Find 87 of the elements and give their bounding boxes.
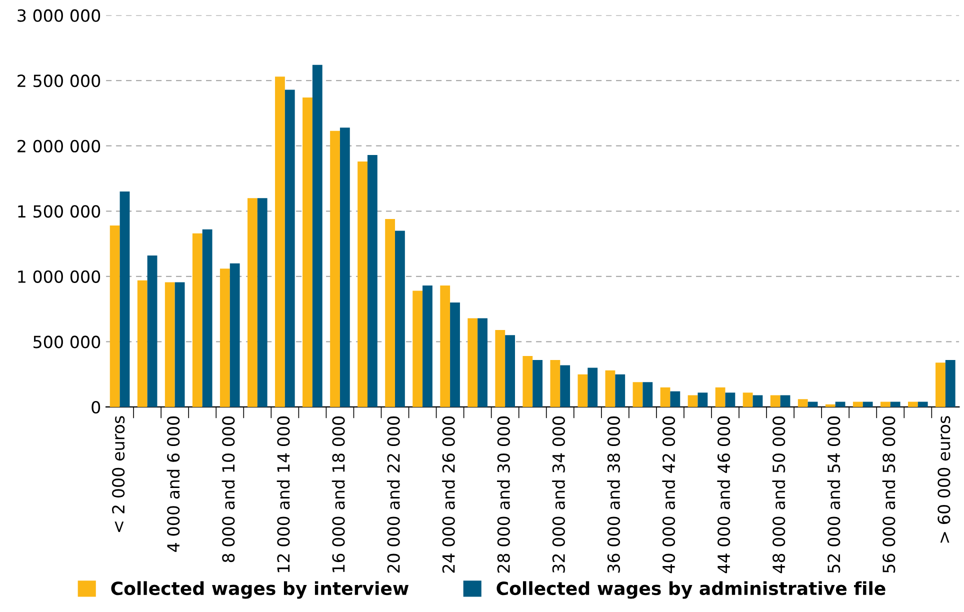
bar <box>137 280 148 407</box>
bar <box>725 392 736 407</box>
bar <box>340 128 350 407</box>
bar <box>275 76 285 407</box>
bar <box>330 130 340 407</box>
bar <box>395 230 405 407</box>
bar <box>120 192 130 407</box>
bar <box>202 229 212 407</box>
x-tick-label: < 2 000 euros <box>112 416 125 532</box>
bar <box>825 404 836 407</box>
bar <box>615 374 626 407</box>
bar <box>247 198 258 407</box>
bar <box>495 330 506 407</box>
x-tick-label: 36 000 and 38 000 <box>607 416 620 573</box>
x-tick-label: > 60 000 euros <box>938 416 950 543</box>
bar <box>852 402 863 407</box>
x-tick-label: 12 000 and 14 000 <box>276 416 290 572</box>
y-tick-label: 2 000 000 <box>18 140 100 152</box>
bar <box>367 155 378 407</box>
bar <box>532 360 543 407</box>
y-tick-label: 500 000 <box>34 336 100 348</box>
bar <box>578 374 588 407</box>
bar <box>752 395 763 407</box>
y-tick-label: 3 000 000 <box>18 9 100 22</box>
bar <box>385 218 396 407</box>
bar <box>698 392 708 407</box>
bar <box>440 286 450 407</box>
bar <box>605 370 616 407</box>
bar <box>412 290 423 407</box>
bar <box>450 302 460 407</box>
y-tick-label: 2 500 000 <box>18 74 100 88</box>
x-tick-label: 24 000 and 26 000 <box>442 416 455 573</box>
y-tick-label: 1 500 000 <box>18 205 100 218</box>
bar <box>478 318 488 407</box>
bar <box>230 263 240 407</box>
bar <box>302 98 312 407</box>
bar <box>174 282 185 407</box>
bar <box>164 282 175 407</box>
bar <box>147 256 158 407</box>
bar <box>880 402 890 407</box>
x-tick-label: 48 000 and 50 000 <box>772 416 786 574</box>
y-tick-label: 1 000 000 <box>18 270 100 283</box>
legend-label: Collected wages by interview <box>111 581 409 599</box>
y-tick-label: 0 <box>92 400 100 414</box>
bar <box>918 402 928 407</box>
bar <box>808 402 818 407</box>
bar <box>670 391 680 407</box>
bar <box>505 335 515 407</box>
x-tick-label: 4 000 and 6 000 <box>166 416 180 552</box>
bar <box>715 387 726 407</box>
bar <box>770 395 780 407</box>
bar <box>688 395 698 407</box>
bar <box>632 382 643 407</box>
x-tick-label: 56 000 and 58 000 <box>882 416 896 573</box>
bar <box>550 360 560 407</box>
x-tick-label: 16 000 and 18 000 <box>332 416 345 572</box>
x-tick-label: 8 000 and 10 000 <box>222 416 235 562</box>
bar <box>358 162 368 407</box>
bar <box>660 387 670 407</box>
x-tick-label: 52 000 and 54 000 <box>827 416 840 573</box>
bar <box>890 402 900 407</box>
bar <box>908 402 918 407</box>
bar <box>936 362 946 407</box>
x-tick-label: 44 000 and 46 000 <box>717 416 730 574</box>
bar <box>312 64 322 407</box>
bar <box>798 399 808 407</box>
bar <box>835 402 846 407</box>
bar <box>284 90 295 407</box>
bar <box>780 395 790 407</box>
x-tick-label: 20 000 and 22 000 <box>386 416 400 573</box>
bar <box>742 392 753 407</box>
bar <box>110 226 120 407</box>
x-tick-label: 40 000 and 42 000 <box>662 416 676 574</box>
bar <box>422 286 432 407</box>
bar <box>642 382 653 407</box>
bar <box>862 402 873 407</box>
bar <box>588 368 598 407</box>
bar <box>945 360 956 407</box>
bar <box>257 198 268 407</box>
x-tick-label: 28 000 and 30 000 <box>497 416 510 573</box>
x-tick-label: 32 000 and 34 000 <box>552 416 565 573</box>
bar <box>220 268 230 407</box>
bar <box>192 233 202 407</box>
bar <box>560 365 570 407</box>
bar <box>468 318 478 407</box>
legend-label: Collected wages by administrative file <box>496 581 886 599</box>
bar <box>522 356 533 407</box>
